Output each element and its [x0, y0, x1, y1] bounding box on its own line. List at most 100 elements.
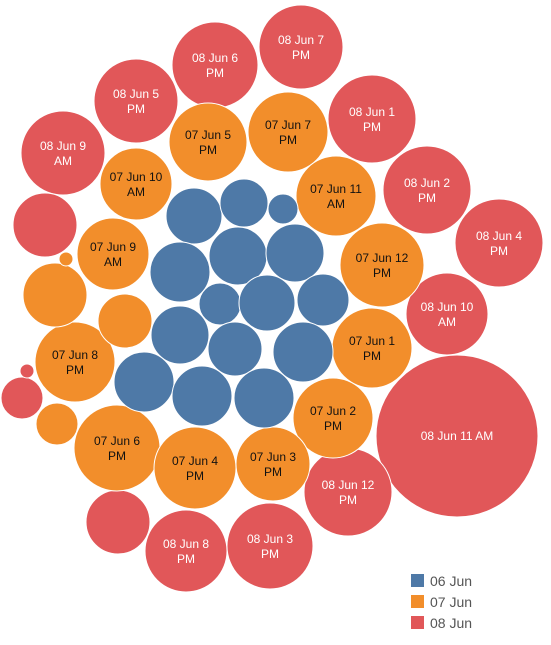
bubble-label: 07 Jun 6 PM — [94, 434, 140, 463]
bubble-group[interactable]: 07 Jun 2 PM — [292, 377, 374, 459]
bubble-group[interactable] — [238, 274, 296, 332]
bubble-06-jun[interactable] — [219, 178, 269, 228]
bubble-group[interactable] — [296, 273, 350, 327]
bubble-06-jun[interactable] — [113, 351, 175, 413]
bubble-group[interactable]: 07 Jun 3 PM — [235, 426, 311, 502]
bubble-08-jun-08-jun-5-pm[interactable] — [93, 58, 179, 144]
bubble-group[interactable] — [85, 489, 151, 555]
bubble-group[interactable]: 08 Jun 4 PM — [454, 198, 544, 288]
bubble-group[interactable] — [113, 351, 175, 413]
bubble-group[interactable]: 07 Jun 1 PM — [331, 307, 413, 389]
bubble-07-jun-07-jun-3-pm[interactable] — [235, 426, 311, 502]
bubble-group[interactable] — [35, 402, 79, 446]
bubble-group[interactable]: 07 Jun 12 PM — [339, 222, 425, 308]
bubble-group[interactable] — [19, 363, 35, 379]
bubble-group[interactable] — [272, 321, 334, 383]
bubble-group[interactable]: 08 Jun 12 PM — [303, 447, 393, 537]
bubble-07-jun-07-jun-5-pm[interactable] — [168, 102, 248, 182]
bubble-label: 07 Jun 12 PM — [356, 251, 409, 280]
bubble-group[interactable] — [165, 187, 223, 245]
bubble-group[interactable]: 08 Jun 2 PM — [382, 145, 472, 235]
bubble-group[interactable]: 07 Jun 4 PM — [153, 426, 237, 510]
bubble-group[interactable]: 08 Jun 11 AM — [375, 354, 539, 518]
bubble-label: 07 Jun 10 AM — [110, 170, 163, 199]
bubble-group[interactable]: 08 Jun 9 AM — [20, 110, 106, 196]
bubble-07-jun-07-jun-8-pm[interactable] — [34, 321, 116, 403]
bubble-group[interactable]: 07 Jun 7 PM — [247, 91, 329, 173]
bubble-group[interactable]: 07 Jun 5 PM — [168, 102, 248, 182]
bubble-group[interactable]: 08 Jun 3 PM — [226, 502, 314, 590]
bubble-group[interactable]: 07 Jun 6 PM — [73, 404, 161, 492]
bubble-group[interactable]: 07 Jun 8 PM — [34, 321, 116, 403]
bubble-06-jun[interactable] — [207, 321, 263, 377]
bubble-group[interactable] — [58, 251, 74, 267]
bubble-group[interactable]: 07 Jun 9 AM — [76, 217, 150, 291]
bubble-group[interactable]: 08 Jun 8 PM — [144, 509, 228, 593]
bubble-group[interactable] — [12, 192, 78, 258]
bubble-08-jun-08-jun-2-pm[interactable] — [382, 145, 472, 235]
bubble-06-jun[interactable] — [149, 241, 211, 303]
bubble-08-jun-08-jun-9-am[interactable] — [20, 110, 106, 196]
bubble-group[interactable]: 07 Jun 11 AM — [295, 155, 377, 237]
bubble-07-jun-07-jun-1-pm[interactable] — [331, 307, 413, 389]
bubble-07-jun[interactable] — [22, 262, 88, 328]
bubble-06-jun[interactable] — [165, 187, 223, 245]
bubble-07-jun-07-jun-12-pm[interactable] — [339, 222, 425, 308]
bubble-group[interactable] — [171, 365, 233, 427]
bubble-07-jun-07-jun-10-am[interactable] — [99, 147, 173, 221]
bubble-label: 07 Jun 3 PM — [250, 450, 296, 479]
bubble-08-jun-08-jun-3-pm[interactable] — [226, 502, 314, 590]
bubble-07-jun[interactable] — [97, 293, 153, 349]
bubble-07-jun-07-jun-9-am[interactable] — [76, 217, 150, 291]
bubble-08-jun[interactable] — [19, 363, 35, 379]
bubble-07-jun[interactable] — [58, 251, 74, 267]
bubble-group[interactable] — [233, 367, 295, 429]
bubble-08-jun[interactable] — [85, 489, 151, 555]
bubble-06-jun[interactable] — [198, 282, 242, 326]
legend-item-06-jun[interactable]: 06 Jun — [411, 570, 472, 591]
bubble-group[interactable]: 08 Jun 7 PM — [258, 4, 344, 90]
bubble-08-jun-08-jun-12-pm[interactable] — [303, 447, 393, 537]
bubble-group[interactable] — [207, 321, 263, 377]
bubble-group[interactable] — [267, 193, 299, 225]
bubble-06-jun[interactable] — [233, 367, 295, 429]
bubble-group[interactable] — [0, 376, 44, 420]
bubble-08-jun-08-jun-8-pm[interactable] — [144, 509, 228, 593]
bubble-label: 08 Jun 2 PM — [404, 176, 450, 205]
bubble-06-jun[interactable] — [238, 274, 296, 332]
bubble-07-jun-07-jun-6-pm[interactable] — [73, 404, 161, 492]
bubble-07-jun[interactable] — [35, 402, 79, 446]
bubble-06-jun[interactable] — [296, 273, 350, 327]
bubble-08-jun-08-jun-11-am[interactable] — [375, 354, 539, 518]
bubble-group[interactable] — [265, 223, 325, 283]
bubble-07-jun-07-jun-7-pm[interactable] — [247, 91, 329, 173]
bubble-06-jun[interactable] — [267, 193, 299, 225]
bubble-06-jun[interactable] — [272, 321, 334, 383]
legend-item-07-jun[interactable]: 07 Jun — [411, 591, 472, 612]
bubble-group[interactable]: 08 Jun 1 PM — [327, 74, 417, 164]
bubble-08-jun-08-jun-6-pm[interactable] — [171, 21, 259, 109]
bubble-group[interactable] — [219, 178, 269, 228]
bubble-group[interactable] — [149, 241, 211, 303]
bubble-06-jun[interactable] — [265, 223, 325, 283]
bubble-08-jun-08-jun-1-pm[interactable] — [327, 74, 417, 164]
bubble-08-jun[interactable] — [0, 376, 44, 420]
bubble-group[interactable]: 08 Jun 10 AM — [405, 272, 489, 356]
bubble-08-jun-08-jun-4-pm[interactable] — [454, 198, 544, 288]
bubble-07-jun-07-jun-11-am[interactable] — [295, 155, 377, 237]
bubble-06-jun[interactable] — [150, 305, 210, 365]
bubble-group[interactable] — [198, 282, 242, 326]
bubble-08-jun-08-jun-10-am[interactable] — [405, 272, 489, 356]
bubble-group[interactable] — [97, 293, 153, 349]
bubble-group[interactable]: 07 Jun 10 AM — [99, 147, 173, 221]
bubble-group[interactable] — [150, 305, 210, 365]
bubble-07-jun-07-jun-4-pm[interactable] — [153, 426, 237, 510]
bubble-group[interactable]: 08 Jun 6 PM — [171, 21, 259, 109]
bubble-08-jun-08-jun-7-pm[interactable] — [258, 4, 344, 90]
bubble-07-jun-07-jun-2-pm[interactable] — [292, 377, 374, 459]
bubble-group[interactable]: 08 Jun 5 PM — [93, 58, 179, 144]
bubble-08-jun[interactable] — [12, 192, 78, 258]
legend-item-08-jun[interactable]: 08 Jun — [411, 612, 472, 633]
bubble-06-jun[interactable] — [171, 365, 233, 427]
bubble-group[interactable] — [22, 262, 88, 328]
